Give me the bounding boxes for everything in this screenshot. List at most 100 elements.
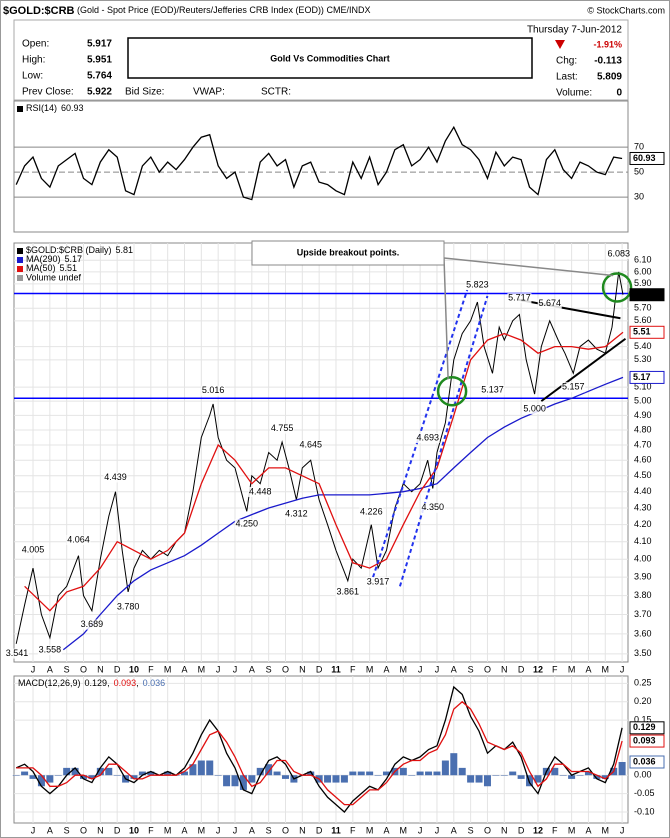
y-tick-label: 5.60 [634,315,652,325]
histogram-bar [113,775,121,776]
y-tick-label: 6.10 [634,255,652,265]
annotation-bg [298,440,323,451]
x-tick-label: F [148,664,154,674]
x-tick-label: M [400,825,408,835]
x-tick-label: 12 [533,825,543,835]
y-tick-label: 4.80 [634,424,652,434]
legend-value: 5.51 [60,263,78,273]
annotation-bg [79,619,104,630]
x-tick-label: J [418,664,423,674]
legend-value: 0.036 [143,678,166,688]
x-tick-label: A [181,664,187,674]
x-tick-label: D [114,825,121,835]
y-tick-label: 30 [634,191,644,201]
legend: MACD(12,26,9) 0.129, 0.093, 0.036 [18,678,165,688]
legend-entry: MA(290) 5.17 [26,254,82,264]
callout-box [251,240,445,266]
annotation: 5.823 [466,280,489,290]
annotation: 5.000 [523,403,546,413]
x-tick-label: A [451,825,457,835]
annotation: 4.693 [416,432,439,442]
legend-entry: $GOLD:$CRB (Daily) 5.81 [26,245,133,255]
x-tick-label: O [282,664,289,674]
histogram-bar [408,775,416,776]
histogram-bar [281,775,289,779]
y-tick-label: 4.30 [634,502,652,512]
histogram-bar [618,761,626,776]
x-tick-label: M [568,825,576,835]
annotation: 5.674 [538,298,561,308]
highlight-circle [601,272,633,303]
y-tick-label: 0.25 [634,678,652,688]
y-tick-label: 5.10 [634,381,652,391]
histogram-bar [492,775,500,776]
annotation: 4.226 [360,507,383,517]
x-tick-label: M [198,664,206,674]
y-tick-label: 5.90 [634,278,652,288]
x-tick-label: D [114,664,121,674]
annotation-bg [66,534,91,545]
quote-label: Low: [22,71,43,82]
x-tick-label: N [501,825,508,835]
last-value-label: 0.129 [633,722,656,732]
callout-text: Upside breakout points. [297,247,400,257]
histogram-bar [601,775,609,779]
legend-entry: Volume undef [26,272,82,282]
series-line [16,700,623,806]
x-tick-label: M [602,825,610,835]
x-tick-label: A [585,825,591,835]
x-tick-label: J [418,825,423,835]
annotation-bg [21,545,46,556]
quote-label: Last: [556,72,578,83]
x-tick-label: O [282,825,289,835]
annotation-bg [359,507,384,518]
histogram-bar [265,764,273,776]
annotation-bg [465,280,490,291]
histogram-bar [223,775,231,787]
x-tick-label: J [435,664,440,674]
annotation-bg [335,587,360,598]
x-tick-label: F [350,664,356,674]
callout-pointer [443,257,614,277]
annotation: 4.448 [249,486,272,496]
histogram-bar [80,775,88,779]
legend-value: 60.93 [61,103,84,113]
annotation-bg [248,487,273,498]
y-tick-label: 5.70 [634,303,652,313]
last-value-box [629,755,665,769]
y-tick-label: 0.15 [634,714,652,724]
x-tick-label: A [451,664,457,674]
quote-value: 5.951 [87,55,112,66]
x-tick-label: J [233,825,238,835]
x-tick-label: M [366,825,374,835]
x-tick-label: F [552,825,558,835]
quote: Open: 5.917 High: 5.951 Low: 5.764 Prev Close:… [22,39,622,99]
panel: J A S O N D 10 F M A M J J A S O N D 11 F M A M J J A S O N D 12 F M A M J3… [5,240,665,674]
legend-title: MACD(12,26,9) [18,678,81,688]
quote-field: SCTR: [261,87,291,98]
last-value-label: 5.17 [633,372,651,382]
histogram-bar [475,775,483,783]
histogram-bar [399,767,407,776]
annotation-bg [480,384,505,395]
annotation-bg [5,648,30,659]
last-value-label: 0.036 [633,756,656,766]
x-tick-label: J [233,664,238,674]
x-tick-label: O [484,664,491,674]
annotation-bg [116,602,141,613]
plot-area [13,242,629,663]
histogram-bar [37,775,45,787]
x-tick-label: 11 [331,825,341,835]
legend-value: 5.17 [65,254,83,264]
histogram-bar [357,771,365,776]
last-value-box [629,325,665,339]
x-tick-label: A [383,664,389,674]
histogram-bar [214,775,222,776]
quote-value: 5.917 [87,39,112,50]
legend-value: 0.093 [114,678,137,688]
annotation: 3.780 [117,602,140,612]
annotation: 4.005 [22,545,45,555]
histogram-bar [576,775,584,776]
y-tick-label: 3.50 [634,648,652,658]
